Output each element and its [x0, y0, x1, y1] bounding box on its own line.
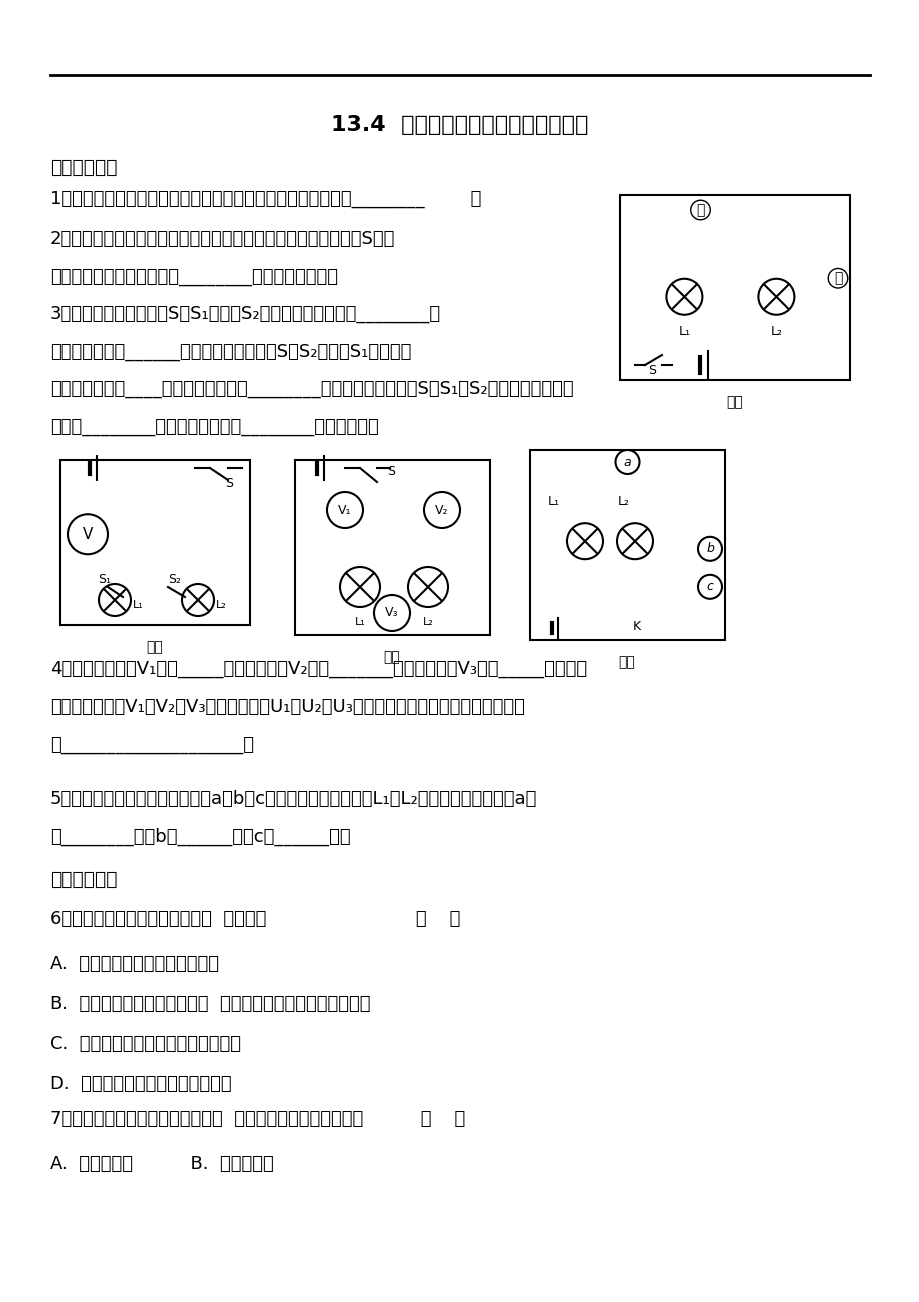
Text: L₂: L₂: [216, 600, 226, 611]
Text: L₂: L₂: [769, 324, 781, 337]
Text: 7、一个开关同时能控制三只灯泡，  则这三只灯泡的连接方式为          （    ）: 7、一个开关同时能控制三只灯泡， 则这三只灯泡的连接方式为 （ ）: [50, 1111, 465, 1128]
Text: V₃: V₃: [385, 607, 398, 620]
Text: S₂: S₂: [168, 573, 181, 586]
Circle shape: [665, 279, 701, 315]
Circle shape: [182, 585, 214, 616]
Text: V₂: V₂: [435, 504, 448, 517]
Text: 二．选择题：: 二．选择题：: [50, 870, 118, 889]
Circle shape: [424, 492, 460, 529]
Text: 是________表；b是______表；c是______表。: 是________表；b是______表；c是______表。: [50, 828, 350, 846]
Text: 1、某电池组是由三节干电池串联成的，那么电池组的总电压为________        。: 1、某电池组是由三节干电池串联成的，那么电池组的总电压为________ 。: [50, 190, 481, 208]
Text: 5、如图４所示的电路里，在圆圈a、b、c上连接适当电表，使灯L₁和L₂并联且能发光，那么a应: 5、如图４所示的电路里，在圆圈a、b、c上连接适当电表，使灯L₁和L₂并联且能发…: [50, 790, 537, 809]
Bar: [619, 195, 849, 380]
Text: A.  一定是串联          B.  一定是并联: A. 一定是串联 B. 一定是并联: [50, 1155, 274, 1173]
Text: D.  相互并联的电路两端的电压相等: D. 相互并联的电路两端的电压相等: [50, 1075, 232, 1092]
Text: S: S: [647, 365, 655, 378]
Text: b: b: [705, 543, 713, 555]
Text: 电压表所测的是______两端的电压；若开关S、S₂闭合，S₁断开，那: 电压表所测的是______两端的电压；若开关S、S₂闭合，S₁断开，那: [50, 342, 411, 361]
Circle shape: [340, 566, 380, 607]
Text: a: a: [623, 456, 630, 469]
Text: 么能发光的灯是____，电压表所测的是________的两端电压；若开关S、S₁、S₂都闭合，那么能发: 么能发光的灯是____，电压表所测的是________的两端电压；若开关S、S₁…: [50, 380, 573, 398]
Bar: [60, 460, 250, 625]
Text: L₁: L₁: [354, 617, 365, 628]
Text: 3、如图２所示，若开关S、S₁闭合，S₂断开，能发光的灯是________，: 3、如图２所示，若开关S、S₁闭合，S₂断开，能发光的灯是________，: [50, 305, 440, 323]
Text: C.  并联电路是由干路和各支路组成的: C. 并联电路是由干路和各支路组成的: [50, 1035, 241, 1053]
Text: S: S: [387, 465, 395, 478]
Text: 6、下列关于并联电路的说法中，  错误的是                          （    ）: 6、下列关于并联电路的说法中， 错误的是 （ ）: [50, 910, 460, 928]
Text: L₂: L₂: [422, 617, 433, 628]
Text: 图１: 图１: [726, 395, 743, 409]
Circle shape: [68, 514, 108, 555]
Text: 压，其中电压表V₁、V₂和V₃的示数分别为U₁、U₂和U₃，则三个电表示数之间存在的关系式: 压，其中电压表V₁、V₂和V₃的示数分别为U₁、U₂和U₃，则三个电表示数之间存…: [50, 698, 525, 716]
Text: 2、如图１所示，在电路中，若甲、乙两处分别装入电表，当开关S闭合: 2、如图１所示，在电路中，若甲、乙两处分别装入电表，当开关S闭合: [50, 230, 395, 247]
Text: 后，两灯均能正常发光，则________处电表示电压表。: 后，两灯均能正常发光，则________处电表示电压表。: [50, 268, 337, 286]
Text: L₁: L₁: [548, 495, 560, 508]
Circle shape: [326, 492, 363, 529]
Bar: [529, 450, 724, 641]
Text: 光的是________，电压表所测的是________两端的电压。: 光的是________，电压表所测的是________两端的电压。: [50, 418, 379, 436]
Circle shape: [566, 523, 602, 559]
Circle shape: [698, 574, 721, 599]
Text: 甲: 甲: [696, 203, 704, 217]
Text: 图４: 图４: [618, 655, 635, 669]
Circle shape: [407, 566, 448, 607]
Text: B.  若一个用电器的内部断路，  其余的用电器也不可能通电工作: B. 若一个用电器的内部断路， 其余的用电器也不可能通电工作: [50, 995, 370, 1013]
Text: S: S: [225, 477, 233, 490]
Text: c: c: [706, 581, 712, 594]
Circle shape: [617, 523, 652, 559]
Circle shape: [99, 585, 130, 616]
Text: 13.4  电压和电压表的使用的课后练习: 13.4 电压和电压表的使用的课后练习: [331, 115, 588, 135]
Text: L₁: L₁: [677, 324, 689, 337]
Text: L₂: L₂: [617, 495, 630, 508]
Text: 图３: 图３: [383, 650, 400, 664]
Text: L₁: L₁: [133, 600, 143, 611]
Text: 是____________________。: 是____________________。: [50, 736, 254, 754]
Circle shape: [374, 595, 410, 631]
Circle shape: [757, 279, 793, 315]
Text: 4、如图３所示，V₁测量_____两端的电压；V₂测量_______两端的电压；V₃测量_____两端的电: 4、如图３所示，V₁测量_____两端的电压；V₂测量_______两端的电压；…: [50, 660, 586, 678]
Bar: [295, 460, 490, 635]
Circle shape: [615, 450, 639, 474]
Text: S₁: S₁: [98, 573, 111, 586]
Text: V₁: V₁: [338, 504, 351, 517]
Text: V: V: [83, 527, 93, 542]
Text: 乙: 乙: [833, 271, 841, 285]
Circle shape: [698, 536, 721, 561]
Text: A.  各用电器是并列地连接起来的: A. 各用电器是并列地连接起来的: [50, 954, 219, 973]
Text: 一、填空题：: 一、填空题：: [50, 158, 118, 177]
Text: 图２: 图２: [146, 641, 164, 654]
Text: K: K: [632, 620, 641, 633]
